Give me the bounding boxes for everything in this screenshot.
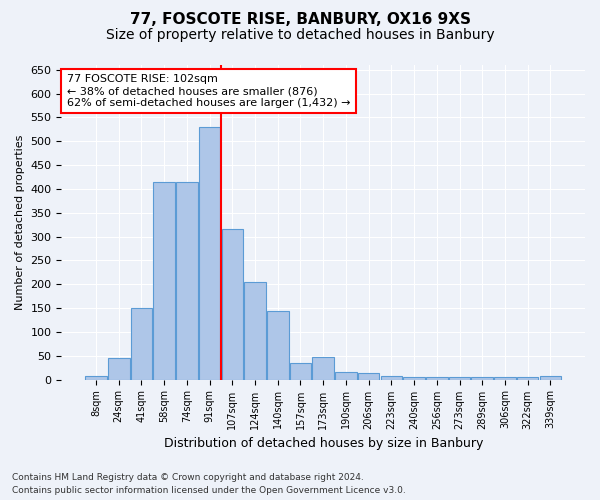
Bar	[176, 182, 197, 380]
Bar	[221, 230, 243, 380]
Bar	[517, 377, 538, 380]
Y-axis label: Number of detached properties: Number of detached properties	[15, 134, 25, 310]
Bar	[267, 312, 289, 380]
Text: 77 FOSCOTE RISE: 102sqm
← 38% of detached houses are smaller (876)
62% of semi-d: 77 FOSCOTE RISE: 102sqm ← 38% of detache…	[67, 74, 350, 108]
Bar	[154, 182, 175, 380]
Bar	[313, 356, 334, 380]
Bar	[472, 377, 493, 380]
Text: 77, FOSCOTE RISE, BANBURY, OX16 9XS: 77, FOSCOTE RISE, BANBURY, OX16 9XS	[130, 12, 470, 28]
Bar	[85, 376, 107, 380]
Bar	[290, 363, 311, 380]
Bar	[539, 376, 561, 380]
Bar	[199, 127, 220, 380]
Bar	[449, 377, 470, 380]
Text: Contains HM Land Registry data © Crown copyright and database right 2024.: Contains HM Land Registry data © Crown c…	[12, 474, 364, 482]
Bar	[380, 376, 402, 380]
Bar	[494, 377, 516, 380]
Bar	[131, 308, 152, 380]
Text: Contains public sector information licensed under the Open Government Licence v3: Contains public sector information licen…	[12, 486, 406, 495]
X-axis label: Distribution of detached houses by size in Banbury: Distribution of detached houses by size …	[164, 437, 483, 450]
Bar	[426, 377, 448, 380]
Bar	[358, 374, 379, 380]
Bar	[335, 372, 357, 380]
Bar	[403, 377, 425, 380]
Bar	[244, 282, 266, 380]
Text: Size of property relative to detached houses in Banbury: Size of property relative to detached ho…	[106, 28, 494, 42]
Bar	[108, 358, 130, 380]
